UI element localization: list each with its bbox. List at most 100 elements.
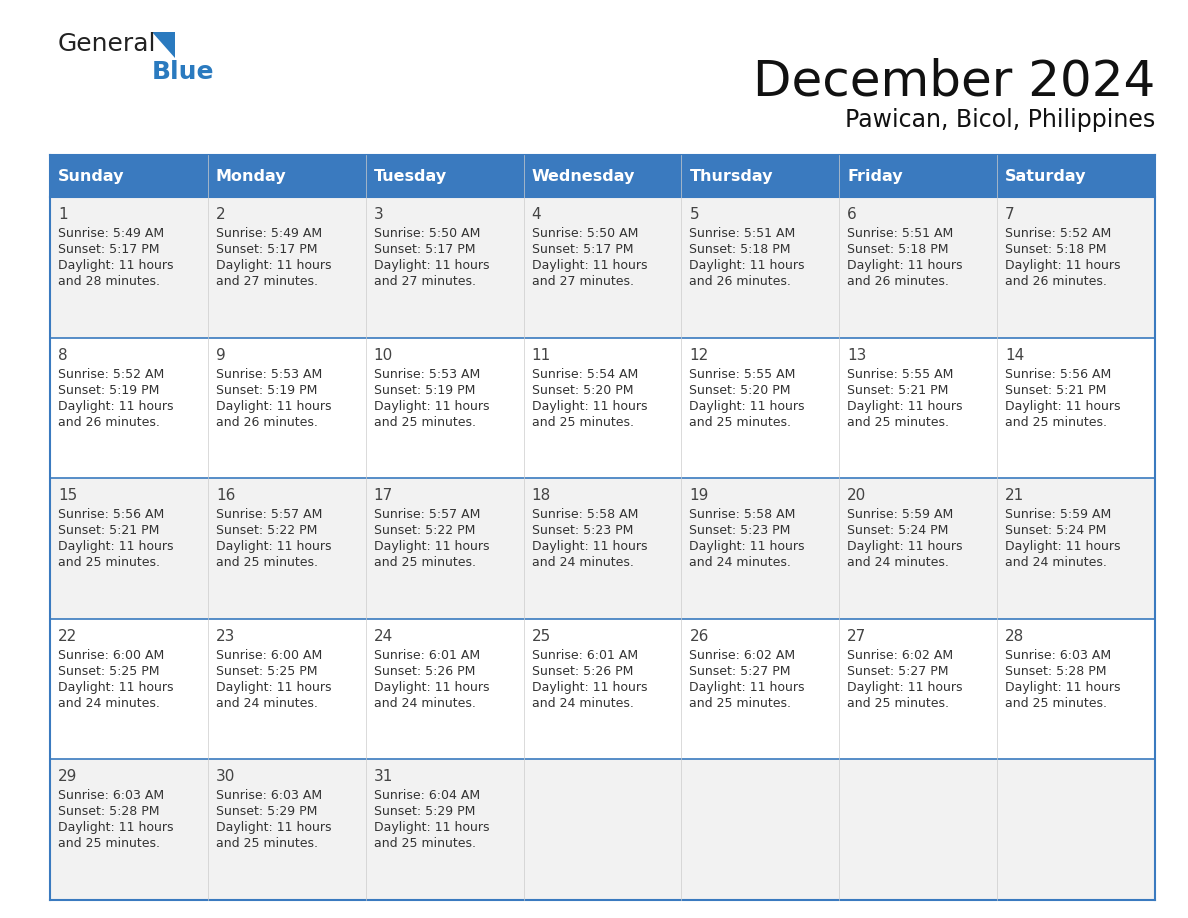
Text: 15: 15	[58, 488, 77, 503]
Text: Sunrise: 6:03 AM: Sunrise: 6:03 AM	[58, 789, 164, 802]
Text: Sunrise: 5:56 AM: Sunrise: 5:56 AM	[1005, 367, 1112, 381]
Text: 9: 9	[216, 348, 226, 363]
Text: Sunrise: 6:02 AM: Sunrise: 6:02 AM	[847, 649, 954, 662]
Text: Daylight: 11 hours: Daylight: 11 hours	[58, 399, 173, 412]
Text: Sunrise: 5:52 AM: Sunrise: 5:52 AM	[1005, 227, 1112, 240]
Text: Sunset: 5:22 PM: Sunset: 5:22 PM	[216, 524, 317, 537]
Bar	[839, 197, 997, 338]
Text: 4: 4	[531, 207, 542, 222]
Text: Daylight: 11 hours: Daylight: 11 hours	[58, 540, 173, 554]
Text: and 24 minutes.: and 24 minutes.	[216, 697, 317, 710]
Bar	[208, 197, 366, 338]
Text: Sunset: 5:28 PM: Sunset: 5:28 PM	[1005, 665, 1107, 677]
Text: 19: 19	[689, 488, 709, 503]
Text: Sunrise: 5:53 AM: Sunrise: 5:53 AM	[216, 367, 322, 381]
Text: Daylight: 11 hours: Daylight: 11 hours	[216, 399, 331, 412]
Text: Thursday: Thursday	[689, 169, 773, 184]
Text: 6: 6	[847, 207, 857, 222]
Text: Sunrise: 5:53 AM: Sunrise: 5:53 AM	[374, 367, 480, 381]
Text: and 24 minutes.: and 24 minutes.	[531, 697, 633, 710]
Text: and 25 minutes.: and 25 minutes.	[689, 416, 791, 429]
Text: Sunset: 5:21 PM: Sunset: 5:21 PM	[58, 524, 159, 537]
Text: 31: 31	[374, 769, 393, 784]
Bar	[524, 155, 682, 197]
Text: Daylight: 11 hours: Daylight: 11 hours	[689, 399, 805, 412]
Bar	[366, 478, 524, 619]
Bar	[997, 619, 1155, 759]
Text: and 24 minutes.: and 24 minutes.	[689, 556, 791, 569]
Text: Pawican, Bicol, Philippines: Pawican, Bicol, Philippines	[845, 108, 1155, 132]
Text: Sunrise: 5:59 AM: Sunrise: 5:59 AM	[847, 509, 954, 521]
Bar	[997, 759, 1155, 900]
Text: 27: 27	[847, 629, 866, 644]
Text: Saturday: Saturday	[1005, 169, 1087, 184]
Bar	[366, 338, 524, 478]
Text: Sunrise: 5:50 AM: Sunrise: 5:50 AM	[531, 227, 638, 240]
Text: 24: 24	[374, 629, 393, 644]
Text: Sunset: 5:23 PM: Sunset: 5:23 PM	[689, 524, 791, 537]
Text: Sunrise: 5:58 AM: Sunrise: 5:58 AM	[689, 509, 796, 521]
Text: Sunday: Sunday	[58, 169, 125, 184]
Bar	[208, 759, 366, 900]
Text: Sunrise: 6:01 AM: Sunrise: 6:01 AM	[531, 649, 638, 662]
Text: Sunset: 5:18 PM: Sunset: 5:18 PM	[689, 243, 791, 256]
Text: 29: 29	[58, 769, 77, 784]
Text: Sunset: 5:21 PM: Sunset: 5:21 PM	[847, 384, 949, 397]
Bar	[208, 155, 366, 197]
Text: and 25 minutes.: and 25 minutes.	[58, 837, 160, 850]
Bar	[208, 338, 366, 478]
Text: Sunset: 5:20 PM: Sunset: 5:20 PM	[531, 384, 633, 397]
Text: Sunset: 5:27 PM: Sunset: 5:27 PM	[847, 665, 949, 677]
Bar	[50, 338, 208, 478]
Text: Sunset: 5:28 PM: Sunset: 5:28 PM	[58, 805, 159, 819]
Text: Sunset: 5:18 PM: Sunset: 5:18 PM	[1005, 243, 1107, 256]
Text: Sunrise: 5:57 AM: Sunrise: 5:57 AM	[374, 509, 480, 521]
Text: Daylight: 11 hours: Daylight: 11 hours	[531, 399, 647, 412]
Text: Sunrise: 5:58 AM: Sunrise: 5:58 AM	[531, 509, 638, 521]
Text: Daylight: 11 hours: Daylight: 11 hours	[689, 540, 805, 554]
Text: and 25 minutes.: and 25 minutes.	[531, 416, 633, 429]
Polygon shape	[152, 32, 175, 58]
Text: Sunset: 5:26 PM: Sunset: 5:26 PM	[374, 665, 475, 677]
Text: Sunset: 5:21 PM: Sunset: 5:21 PM	[1005, 384, 1106, 397]
Text: Sunrise: 5:50 AM: Sunrise: 5:50 AM	[374, 227, 480, 240]
Bar	[208, 478, 366, 619]
Text: and 25 minutes.: and 25 minutes.	[216, 556, 318, 569]
Text: Sunset: 5:19 PM: Sunset: 5:19 PM	[58, 384, 159, 397]
Bar	[50, 478, 208, 619]
Text: 13: 13	[847, 348, 867, 363]
Text: and 24 minutes.: and 24 minutes.	[847, 556, 949, 569]
Text: Sunset: 5:20 PM: Sunset: 5:20 PM	[689, 384, 791, 397]
Text: Sunset: 5:17 PM: Sunset: 5:17 PM	[216, 243, 317, 256]
Text: and 24 minutes.: and 24 minutes.	[374, 697, 475, 710]
Bar	[997, 478, 1155, 619]
Text: and 25 minutes.: and 25 minutes.	[374, 416, 475, 429]
Bar	[682, 478, 839, 619]
Text: Sunrise: 5:55 AM: Sunrise: 5:55 AM	[847, 367, 954, 381]
Bar	[839, 155, 997, 197]
Text: Daylight: 11 hours: Daylight: 11 hours	[374, 259, 489, 272]
Text: 1: 1	[58, 207, 68, 222]
Text: December 2024: December 2024	[753, 58, 1155, 106]
Text: Sunset: 5:19 PM: Sunset: 5:19 PM	[216, 384, 317, 397]
Text: and 25 minutes.: and 25 minutes.	[847, 416, 949, 429]
Text: Sunrise: 5:55 AM: Sunrise: 5:55 AM	[689, 367, 796, 381]
Text: Daylight: 11 hours: Daylight: 11 hours	[1005, 681, 1120, 694]
Text: Sunset: 5:25 PM: Sunset: 5:25 PM	[216, 665, 317, 677]
Bar	[839, 478, 997, 619]
Text: Daylight: 11 hours: Daylight: 11 hours	[531, 259, 647, 272]
Bar	[524, 197, 682, 338]
Text: Daylight: 11 hours: Daylight: 11 hours	[58, 681, 173, 694]
Text: Daylight: 11 hours: Daylight: 11 hours	[374, 540, 489, 554]
Bar	[839, 338, 997, 478]
Text: Sunset: 5:27 PM: Sunset: 5:27 PM	[689, 665, 791, 677]
Bar	[839, 759, 997, 900]
Text: Daylight: 11 hours: Daylight: 11 hours	[689, 681, 805, 694]
Text: Sunset: 5:17 PM: Sunset: 5:17 PM	[374, 243, 475, 256]
Text: Sunset: 5:22 PM: Sunset: 5:22 PM	[374, 524, 475, 537]
Text: Daylight: 11 hours: Daylight: 11 hours	[1005, 540, 1120, 554]
Bar	[366, 759, 524, 900]
Text: Wednesday: Wednesday	[531, 169, 634, 184]
Text: Sunrise: 6:03 AM: Sunrise: 6:03 AM	[216, 789, 322, 802]
Text: and 25 minutes.: and 25 minutes.	[374, 837, 475, 850]
